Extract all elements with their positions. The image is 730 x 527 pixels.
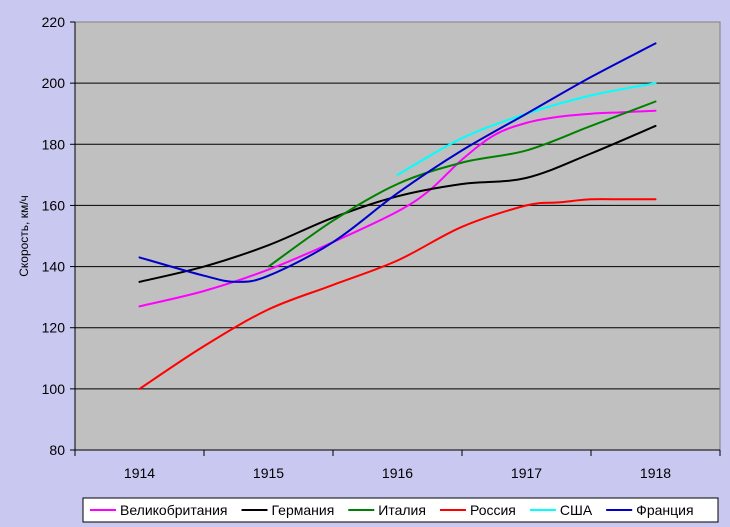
x-tick-label: 1917 <box>511 465 542 481</box>
axes <box>70 21 721 456</box>
y-tick-label: 100 <box>42 381 66 397</box>
series-line-4 <box>138 198 657 390</box>
y-tick-label: 80 <box>49 442 65 458</box>
x-tick-label: 1914 <box>124 465 155 481</box>
x-tick-label: 1916 <box>382 465 413 481</box>
y-tick-label: 200 <box>42 75 66 91</box>
series-lines <box>138 42 657 390</box>
legend-label-3: Италия <box>378 502 426 518</box>
x-tick-label: 1918 <box>640 465 671 481</box>
y-tick-label: 180 <box>42 136 66 152</box>
legend-label-6: Франция <box>636 502 693 518</box>
legend-label-4: Россия <box>470 502 516 518</box>
x-tick-label: 1915 <box>253 465 284 481</box>
y-tick-label: 160 <box>42 197 66 213</box>
series-line-2 <box>138 124 657 283</box>
legend: Великобритания Германия Италия Россия США Фра… <box>82 497 719 523</box>
y-tick-label: 220 <box>42 14 66 30</box>
legend-label-1: Великобритания <box>120 502 228 518</box>
plot-area <box>75 22 720 450</box>
series-line-3 <box>267 100 657 268</box>
y-axis-title: Скорость, км/ч <box>17 195 31 277</box>
series-line-6 <box>138 42 657 283</box>
legend-label-2: Германия <box>272 502 335 518</box>
y-tick-label: 140 <box>42 259 66 275</box>
y-tick-label: 120 <box>42 320 66 336</box>
legend-label-5: США <box>560 502 593 518</box>
tick-labels: 80 100 120 140 160 180 200 220 1914 1915 1916 1917 1… <box>42 14 672 481</box>
